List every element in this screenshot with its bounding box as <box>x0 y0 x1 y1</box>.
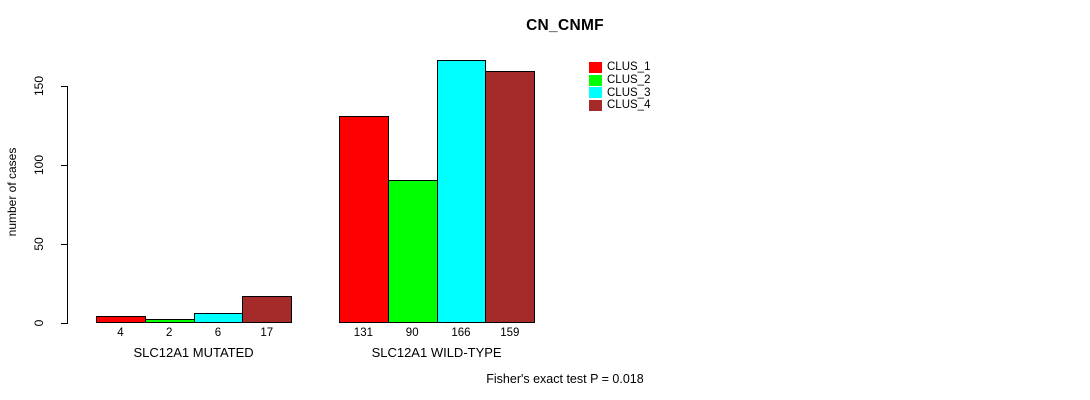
bar-clus_1 <box>96 316 146 324</box>
legend-label: CLUS_1 <box>607 61 651 74</box>
legend-label: CLUS_2 <box>607 74 651 87</box>
legend-row: CLUS_3 <box>589 86 650 99</box>
legend-label: CLUS_3 <box>607 86 651 99</box>
legend: CLUS_1 CLUS_2 CLUS_3 CLUS_4 <box>589 61 650 112</box>
legend-row: CLUS_1 <box>589 61 650 74</box>
bar-value-label: 2 <box>165 326 173 339</box>
bar-clus_3 <box>193 313 244 324</box>
x-category-label: SLC12A1 WILD-TYPE <box>371 344 502 360</box>
chart-title: CN_CNMF <box>526 17 604 34</box>
bar-clus_3 <box>436 60 487 324</box>
y-tick-label: 0 <box>31 319 46 327</box>
bar-value-label: 90 <box>405 326 419 339</box>
y-tick <box>61 243 67 245</box>
bar-value-label: 166 <box>451 326 471 339</box>
bar-value-label: 4 <box>117 326 124 339</box>
bar-clus_4 <box>485 71 536 324</box>
legend-swatch <box>589 61 602 73</box>
bar-value-label: 6 <box>214 326 222 339</box>
bar-clus_2 <box>387 180 438 324</box>
y-tick-label: 150 <box>31 75 46 97</box>
legend-label: CLUS_4 <box>607 99 651 112</box>
y-tick-label: 100 <box>31 154 46 176</box>
x-category-label: SLC12A1 MUTATED <box>133 344 254 360</box>
fisher-test-annotation: Fisher's exact test P = 0.018 <box>486 372 644 386</box>
y-tick <box>61 164 67 166</box>
legend-swatch <box>589 99 602 111</box>
y-tick <box>61 85 67 87</box>
bar-value-label: 131 <box>353 326 373 339</box>
y-tick <box>61 322 67 324</box>
legend-row: CLUS_4 <box>589 99 650 112</box>
legend-swatch <box>589 87 602 99</box>
bar-clus_1 <box>339 115 389 324</box>
bar-value-label: 159 <box>500 326 520 339</box>
bar-clus_2 <box>144 319 195 324</box>
bar-value-label: 17 <box>260 326 274 339</box>
y-tick-label: 50 <box>31 237 46 251</box>
bar-clus_4 <box>242 295 293 324</box>
legend-swatch <box>589 74 602 86</box>
legend-row: CLUS_2 <box>589 74 650 87</box>
y-axis-line <box>67 85 68 324</box>
